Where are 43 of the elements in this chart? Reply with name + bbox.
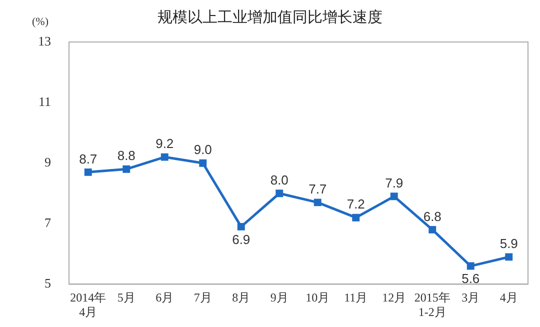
- point: [505, 253, 513, 261]
- x-tick-label: 11月: [344, 290, 368, 305]
- data-label: 5.9: [500, 236, 518, 252]
- x-tick-label: 2014年 4月: [70, 290, 106, 319]
- x-tick-label: 4月: [500, 290, 518, 305]
- data-label: 9.2: [156, 136, 174, 152]
- data-label: 6.8: [423, 208, 442, 224]
- x-tick-label: 2015年 1-2月: [414, 290, 450, 319]
- data-label: 9.0: [194, 142, 212, 158]
- point: [352, 214, 360, 222]
- point: [276, 190, 284, 198]
- y-tick-label: 9: [44, 154, 51, 170]
- data-label: 6.9: [232, 232, 250, 247]
- x-tick-label: 3月: [462, 290, 480, 305]
- chart-title: 规模以上工业增加值同比增长速度: [158, 8, 382, 26]
- point: [160, 153, 168, 161]
- y-axis-title: (%): [32, 16, 48, 28]
- point: [84, 168, 92, 176]
- point: [237, 222, 245, 230]
- y-tick-label: 7: [44, 215, 52, 230]
- x-tick-label: 6月: [156, 290, 174, 305]
- data-label: 5.6: [462, 271, 480, 286]
- x-tick-label: 12月: [382, 290, 406, 305]
- x-tick-label: 10月: [306, 290, 330, 305]
- x-tick-label: 7月: [194, 290, 212, 305]
- point: [314, 198, 322, 206]
- point: [390, 192, 398, 200]
- y-tick-label: 5: [44, 276, 51, 291]
- point: [428, 226, 436, 234]
- x-tick-label: 8月: [232, 290, 250, 305]
- y-tick-label: 11: [38, 94, 51, 109]
- data-label: 8.7: [79, 151, 98, 166]
- x-tick-label: 9月: [270, 290, 288, 305]
- data-label: 7.2: [346, 196, 365, 212]
- data-label: 7.7: [308, 182, 327, 197]
- data-label: 7.9: [385, 175, 404, 190]
- point: [122, 165, 130, 173]
- y-tick-label: 13: [38, 33, 51, 48]
- data-label: 8.8: [117, 148, 136, 164]
- point: [466, 262, 474, 270]
- point: [199, 159, 207, 167]
- data-label: 8.0: [270, 172, 288, 188]
- x-tick-label: 5月: [117, 290, 136, 305]
